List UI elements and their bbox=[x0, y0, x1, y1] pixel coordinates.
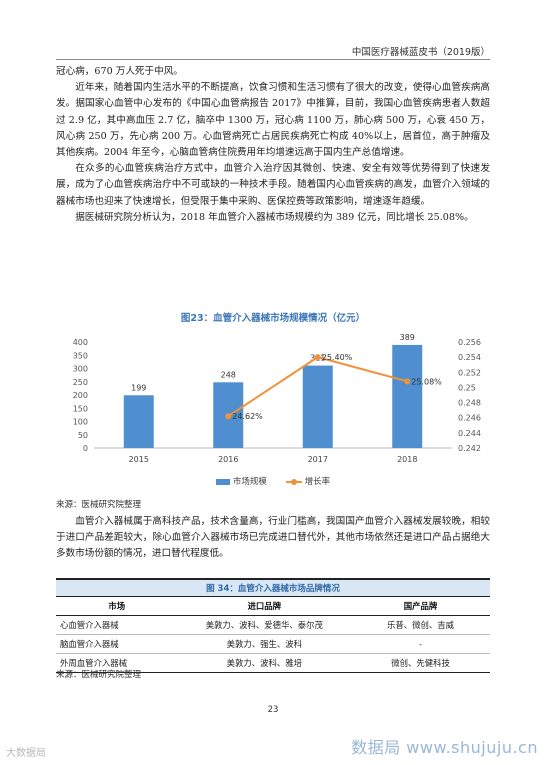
table-cell-import: 美敦力、强生、波科 bbox=[177, 634, 352, 654]
chart-title: 图23：血管介入器械市场规模情况（亿元） bbox=[180, 313, 366, 324]
brand-table: 市场 进口品牌 国产品牌 心血管介入器械 美敦力、波科、爱德华、泰尔茂 乐普、微创、… bbox=[56, 596, 490, 673]
legend-bar-swatch bbox=[215, 478, 230, 485]
table-header-domestic: 国产品牌 bbox=[351, 596, 490, 616]
table-cell-market: 脑血管介入器械 bbox=[56, 634, 178, 654]
table-header-import: 进口品牌 bbox=[177, 596, 352, 616]
chart-canvas: 0 50 100 150 200 250 300 350 400 0.242 0.244 0.246 0… bbox=[73, 333, 481, 464]
body-paragraph: 冠心病，670 万人死于中风。 bbox=[56, 66, 183, 77]
y-right-tick-label: 0.244 bbox=[458, 429, 481, 438]
chart-source-note: 来源：医械研究院整理 bbox=[56, 500, 142, 510]
y-right-tick-label: 0.254 bbox=[458, 353, 481, 362]
growth-rate-point bbox=[225, 413, 232, 420]
body-text-bottom: 血管介入器械属于高科技产品，技术含量高，行业门槛高，我国国产血管介入器械发展较晚… bbox=[56, 514, 490, 563]
page-number: 23 bbox=[267, 705, 279, 715]
growth-rate-label: 25.08% bbox=[411, 377, 442, 386]
x-tick-label: 2018 bbox=[397, 455, 417, 464]
table-title: 图 34：血管介入器械市场品牌情况 bbox=[56, 578, 490, 596]
x-tick-label: 2015 bbox=[129, 455, 149, 464]
table-header-row: 市场 进口品牌 国产品牌 bbox=[56, 596, 490, 616]
y-left-tick-label: 400 bbox=[73, 338, 88, 347]
bar-value-label: 248 bbox=[221, 370, 236, 379]
y-right-tick-label: 0.246 bbox=[458, 414, 481, 423]
watermark-right: 数据局 www.shujuju.cn bbox=[351, 738, 538, 757]
table-row: 心血管介入器械 美敦力、波科、爱德华、泰尔茂 乐普、微创、吉威 bbox=[56, 615, 490, 635]
y-right-tick-label: 0.252 bbox=[458, 368, 481, 377]
y-right-tick-label: 0.25 bbox=[458, 383, 476, 392]
y-left-tick-label: 150 bbox=[73, 404, 88, 413]
table-header-market: 市场 bbox=[56, 596, 178, 616]
body-paragraph: 血管介入器械属于高科技产品，技术含量高，行业门槛高，我国国产血管介入器械发展较晚… bbox=[56, 516, 490, 560]
table-cell-market: 外周血管介入器械 bbox=[56, 653, 178, 673]
growth-rate-label: 24.62% bbox=[232, 412, 263, 421]
market-size-chart: 0 50 100 150 200 250 300 350 400 0.242 0.244 0.246 0… bbox=[56, 302, 490, 492]
y-left-tick-label: 100 bbox=[73, 418, 88, 427]
body-paragraph: 近年来，随着国内生活水平的不断提高，饮食习惯和生活习惯有了很大的改变，使得心血管… bbox=[56, 82, 490, 159]
legend-item-bar: 市场规模 bbox=[215, 475, 267, 487]
y-right-tick-label: 0.248 bbox=[458, 399, 481, 408]
table-cell-domestic: - bbox=[351, 634, 490, 654]
table-cell-domestic: 乐普、微创、吉威 bbox=[351, 615, 490, 635]
legend-line-label: 增长率 bbox=[304, 477, 331, 487]
y-left-tick-label: 350 bbox=[73, 351, 88, 360]
y-right-tick-label: 0.242 bbox=[458, 444, 481, 453]
growth-rate-point bbox=[314, 354, 321, 361]
legend-line-swatch bbox=[285, 478, 302, 485]
y-left-tick-label: 200 bbox=[73, 391, 88, 400]
header-divider bbox=[56, 59, 490, 60]
growth-rate-point bbox=[404, 378, 411, 385]
table-cell-market: 心血管介入器械 bbox=[56, 615, 178, 635]
table-row: 脑血管介入器械 美敦力、强生、波科 - bbox=[56, 634, 490, 654]
table-cell-domestic: 微创、先健科技 bbox=[351, 653, 490, 673]
watermark-left: 大数据局 bbox=[6, 748, 46, 759]
legend-bar-label: 市场规模 bbox=[232, 477, 267, 487]
page-header-title: 中国医疗器械蓝皮书（2019版） bbox=[351, 47, 490, 58]
y-left-tick-label: 50 bbox=[78, 431, 88, 440]
y-right-tick-label: 0.256 bbox=[458, 338, 481, 347]
x-tick-label: 2017 bbox=[308, 455, 328, 464]
y-left-tick-label: 300 bbox=[73, 365, 88, 374]
y-left-tick-label: 250 bbox=[73, 378, 88, 387]
brand-table-block: 图 34：血管介入器械市场品牌情况 市场 进口品牌 国产品牌 心血管介入器械 美敦… bbox=[56, 578, 490, 673]
table-source-note: 来源：医械研究院整理 bbox=[56, 670, 142, 680]
table-cell-import: 美敦力、波科、雅培 bbox=[177, 653, 352, 673]
table-cell-import: 美敦力、波科、爱德华、泰尔茂 bbox=[177, 615, 352, 635]
y-left-tick-label: 0 bbox=[83, 444, 88, 453]
bar-2015 bbox=[123, 395, 154, 448]
bar-value-label: 199 bbox=[131, 383, 146, 392]
bar-2017 bbox=[302, 365, 333, 448]
chart-legend: 市场规模 增长率 bbox=[56, 475, 490, 487]
x-tick-label: 2016 bbox=[218, 455, 238, 464]
legend-item-line: 增长率 bbox=[285, 475, 331, 487]
body-text-top: 冠心病，670 万人死于中风。近年来，随着国内生活水平的不断提高，饮食习惯和生活… bbox=[56, 64, 490, 226]
body-paragraph: 在众多的心血管疾病治疗方式中，血管介入治疗因其微创、快速、安全有效等优势得到了快… bbox=[56, 163, 490, 207]
bar-value-label: 389 bbox=[400, 333, 415, 342]
bar-2018 bbox=[392, 344, 423, 448]
body-paragraph: 据医械研究院分析认为，2018 年血管介入器械市场规模约为 389 亿元，同比增… bbox=[75, 211, 474, 223]
table-row: 外周血管介入器械 美敦力、波科、雅培 微创、先健科技 bbox=[56, 653, 490, 673]
growth-rate-label: 25.40% bbox=[322, 353, 353, 362]
